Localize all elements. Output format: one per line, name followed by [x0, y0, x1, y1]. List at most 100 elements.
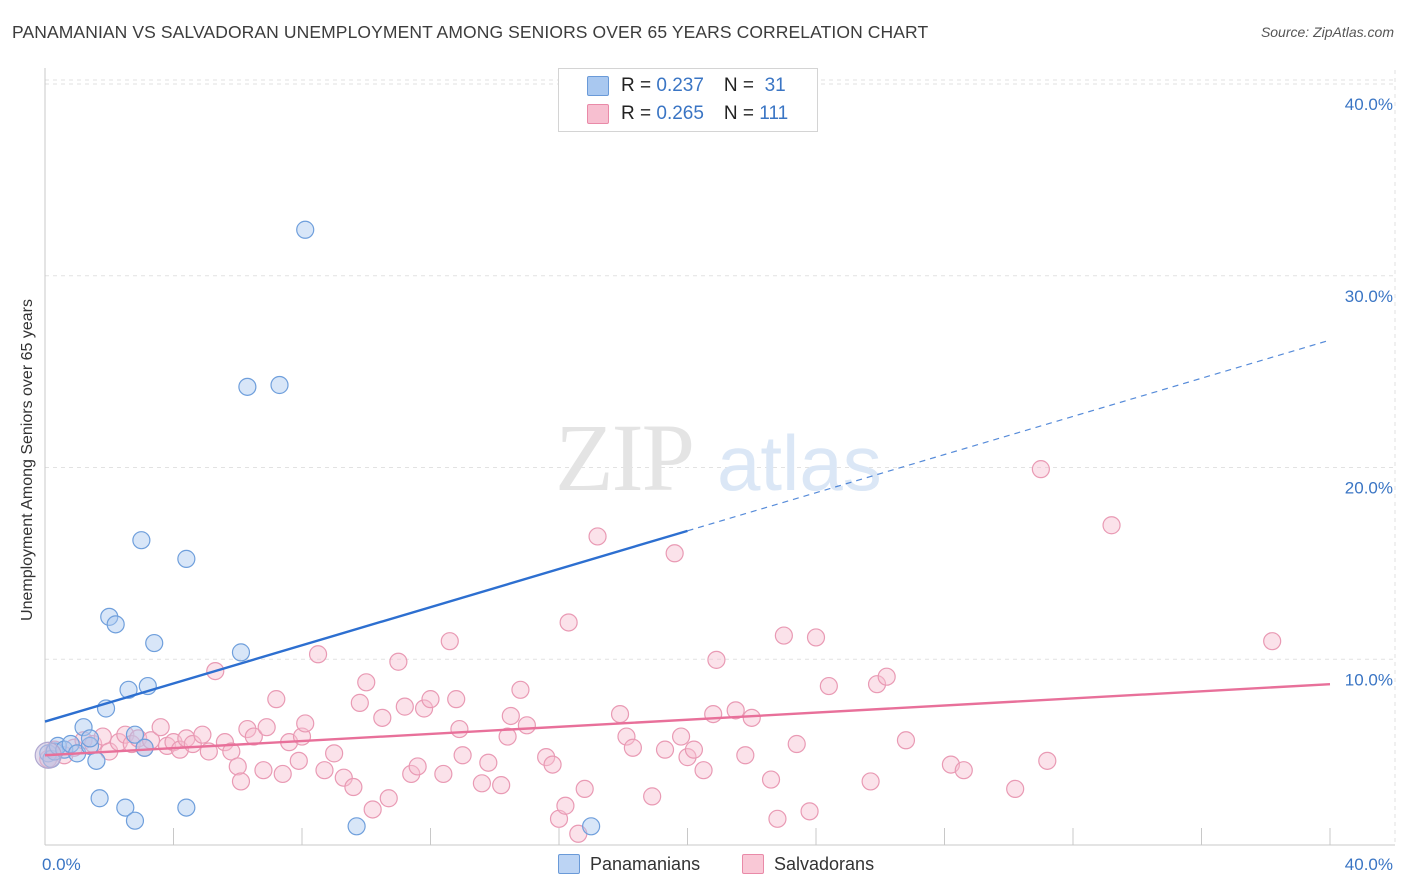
panamanian-point: [90, 789, 109, 808]
salvadoran-point: [707, 650, 726, 669]
salvadoran-point: [896, 731, 916, 750]
salvadoran-point: [537, 748, 556, 767]
salvadoran-point: [344, 777, 363, 797]
salvadoran-point: [228, 757, 247, 776]
salvadoran-point: [517, 716, 536, 735]
salvadoran-point: [453, 746, 472, 765]
salvadoran-point: [774, 626, 793, 645]
y-tick-label: 10.0%: [1345, 670, 1393, 689]
panamanian-point: [125, 811, 145, 830]
series-swatch-salvadorans: [742, 854, 764, 874]
y-tick-label: 40.0%: [1345, 95, 1393, 114]
panamanian-point: [582, 817, 601, 836]
panamanian-point: [132, 531, 151, 550]
salvadoran-point: [267, 690, 286, 709]
salvadoran-point: [861, 772, 880, 791]
legend-swatch-panamanians: [587, 76, 609, 96]
series-label-salvadorans: Salvadorans: [774, 853, 875, 874]
salvadoran-point: [588, 527, 607, 546]
salvadoran-point: [704, 704, 723, 724]
panamanian-point: [74, 718, 93, 737]
series-legend-panamanians: Panamanians: [558, 852, 700, 876]
panamanian-point: [87, 751, 106, 770]
salvadoran-point: [363, 800, 382, 819]
salvadoran-point: [1006, 779, 1025, 799]
salvadoran-point: [543, 755, 562, 774]
panamanian-point: [116, 798, 135, 817]
salvadoran-point: [768, 809, 787, 828]
panamanians-trend-line: [44, 529, 688, 723]
salvadoran-point: [610, 704, 630, 724]
salvadoran-point: [665, 544, 684, 563]
panamanian-point: [106, 615, 125, 634]
panamanian-point: [231, 643, 251, 662]
salvadoran-point: [643, 787, 662, 806]
salvadoran-point: [357, 673, 376, 692]
salvadoran-point: [1031, 460, 1050, 479]
salvadoran-point: [151, 718, 170, 737]
legend-r-label: R =: [621, 75, 657, 96]
y-tick-label: 20.0%: [1345, 479, 1393, 498]
salvadoran-point: [511, 680, 530, 699]
panamanian-point: [100, 607, 119, 626]
salvadoran-point: [325, 744, 344, 763]
panamanian-point: [80, 736, 100, 755]
salvadoran-point: [296, 714, 315, 733]
salvadoran-point: [867, 675, 887, 694]
legend-row-salvadorans: R = 0.265 N = 111: [621, 101, 788, 127]
panamanian-point: [238, 377, 257, 396]
legend-n-label: N =: [723, 75, 760, 96]
salvadoran-point: [257, 718, 276, 737]
trend-lines: [44, 339, 1331, 757]
legend-r-value: 0.237: [656, 75, 704, 96]
salvadoran-point: [254, 761, 273, 780]
salvadoran-point: [1038, 751, 1057, 770]
salvadoran-point: [472, 774, 491, 793]
panamanian-point: [125, 725, 145, 744]
panamanian-point: [177, 549, 196, 568]
panamanian-point: [177, 798, 196, 817]
legend-n-label: N =: [723, 103, 760, 124]
salvadoran-point: [244, 727, 263, 746]
series-legend-salvadorans: Salvadorans: [742, 852, 874, 876]
salvadoran-point: [800, 802, 819, 821]
correlation-legend: R = 0.237 N = 31 R = 0.265 N = 111: [558, 68, 818, 132]
salvadoran-point: [238, 719, 257, 739]
salvadoran-point: [684, 740, 704, 759]
chart-title: PANAMANIAN VS SALVADORAN UNEMPLOYMENT AM…: [12, 22, 929, 42]
salvadoran-point: [315, 761, 334, 780]
salvadoran-point: [414, 699, 434, 718]
watermark-zip: ZIP: [555, 404, 693, 511]
salvadorans-points: [39, 460, 1282, 843]
panamanian-point: [61, 734, 80, 754]
x-tick-label-min: 0.0%: [42, 855, 81, 874]
axes: [44, 68, 1395, 846]
salvadoran-point: [408, 757, 427, 776]
salvadoran-point: [575, 779, 594, 799]
series-label-panamanians: Panamanians: [590, 853, 701, 874]
salvadoran-point: [877, 667, 896, 686]
panamanian-point: [135, 738, 154, 757]
salvadoran-point: [806, 628, 826, 647]
panamanian-point: [347, 817, 366, 836]
salvadoran-point: [434, 764, 453, 784]
salvadoran-point: [671, 727, 691, 746]
salvadorans-trend-line: [44, 682, 1331, 757]
legend-row-panamanians: R = 0.237 N = 31: [621, 73, 786, 99]
panamanian-point: [119, 680, 138, 699]
salvadoran-point: [395, 697, 414, 716]
panamanian-point: [270, 375, 289, 395]
legend-r-label: R =: [621, 103, 657, 124]
salvadoran-point: [231, 772, 251, 791]
salvadoran-point: [273, 764, 292, 784]
legend-r-value: 0.265: [656, 103, 704, 124]
panamanian-point: [296, 220, 315, 239]
salvadoran-point: [447, 690, 466, 709]
salvadoran-point: [678, 748, 697, 767]
legend-n-value: 111: [759, 103, 789, 124]
salvadoran-point: [761, 770, 781, 789]
tick-labels: 10.0% 20.0% 30.0% 40.0% 0.0% 40.0%: [42, 95, 1393, 874]
salvadoran-point: [742, 708, 761, 727]
salvadoran-point: [193, 725, 212, 744]
